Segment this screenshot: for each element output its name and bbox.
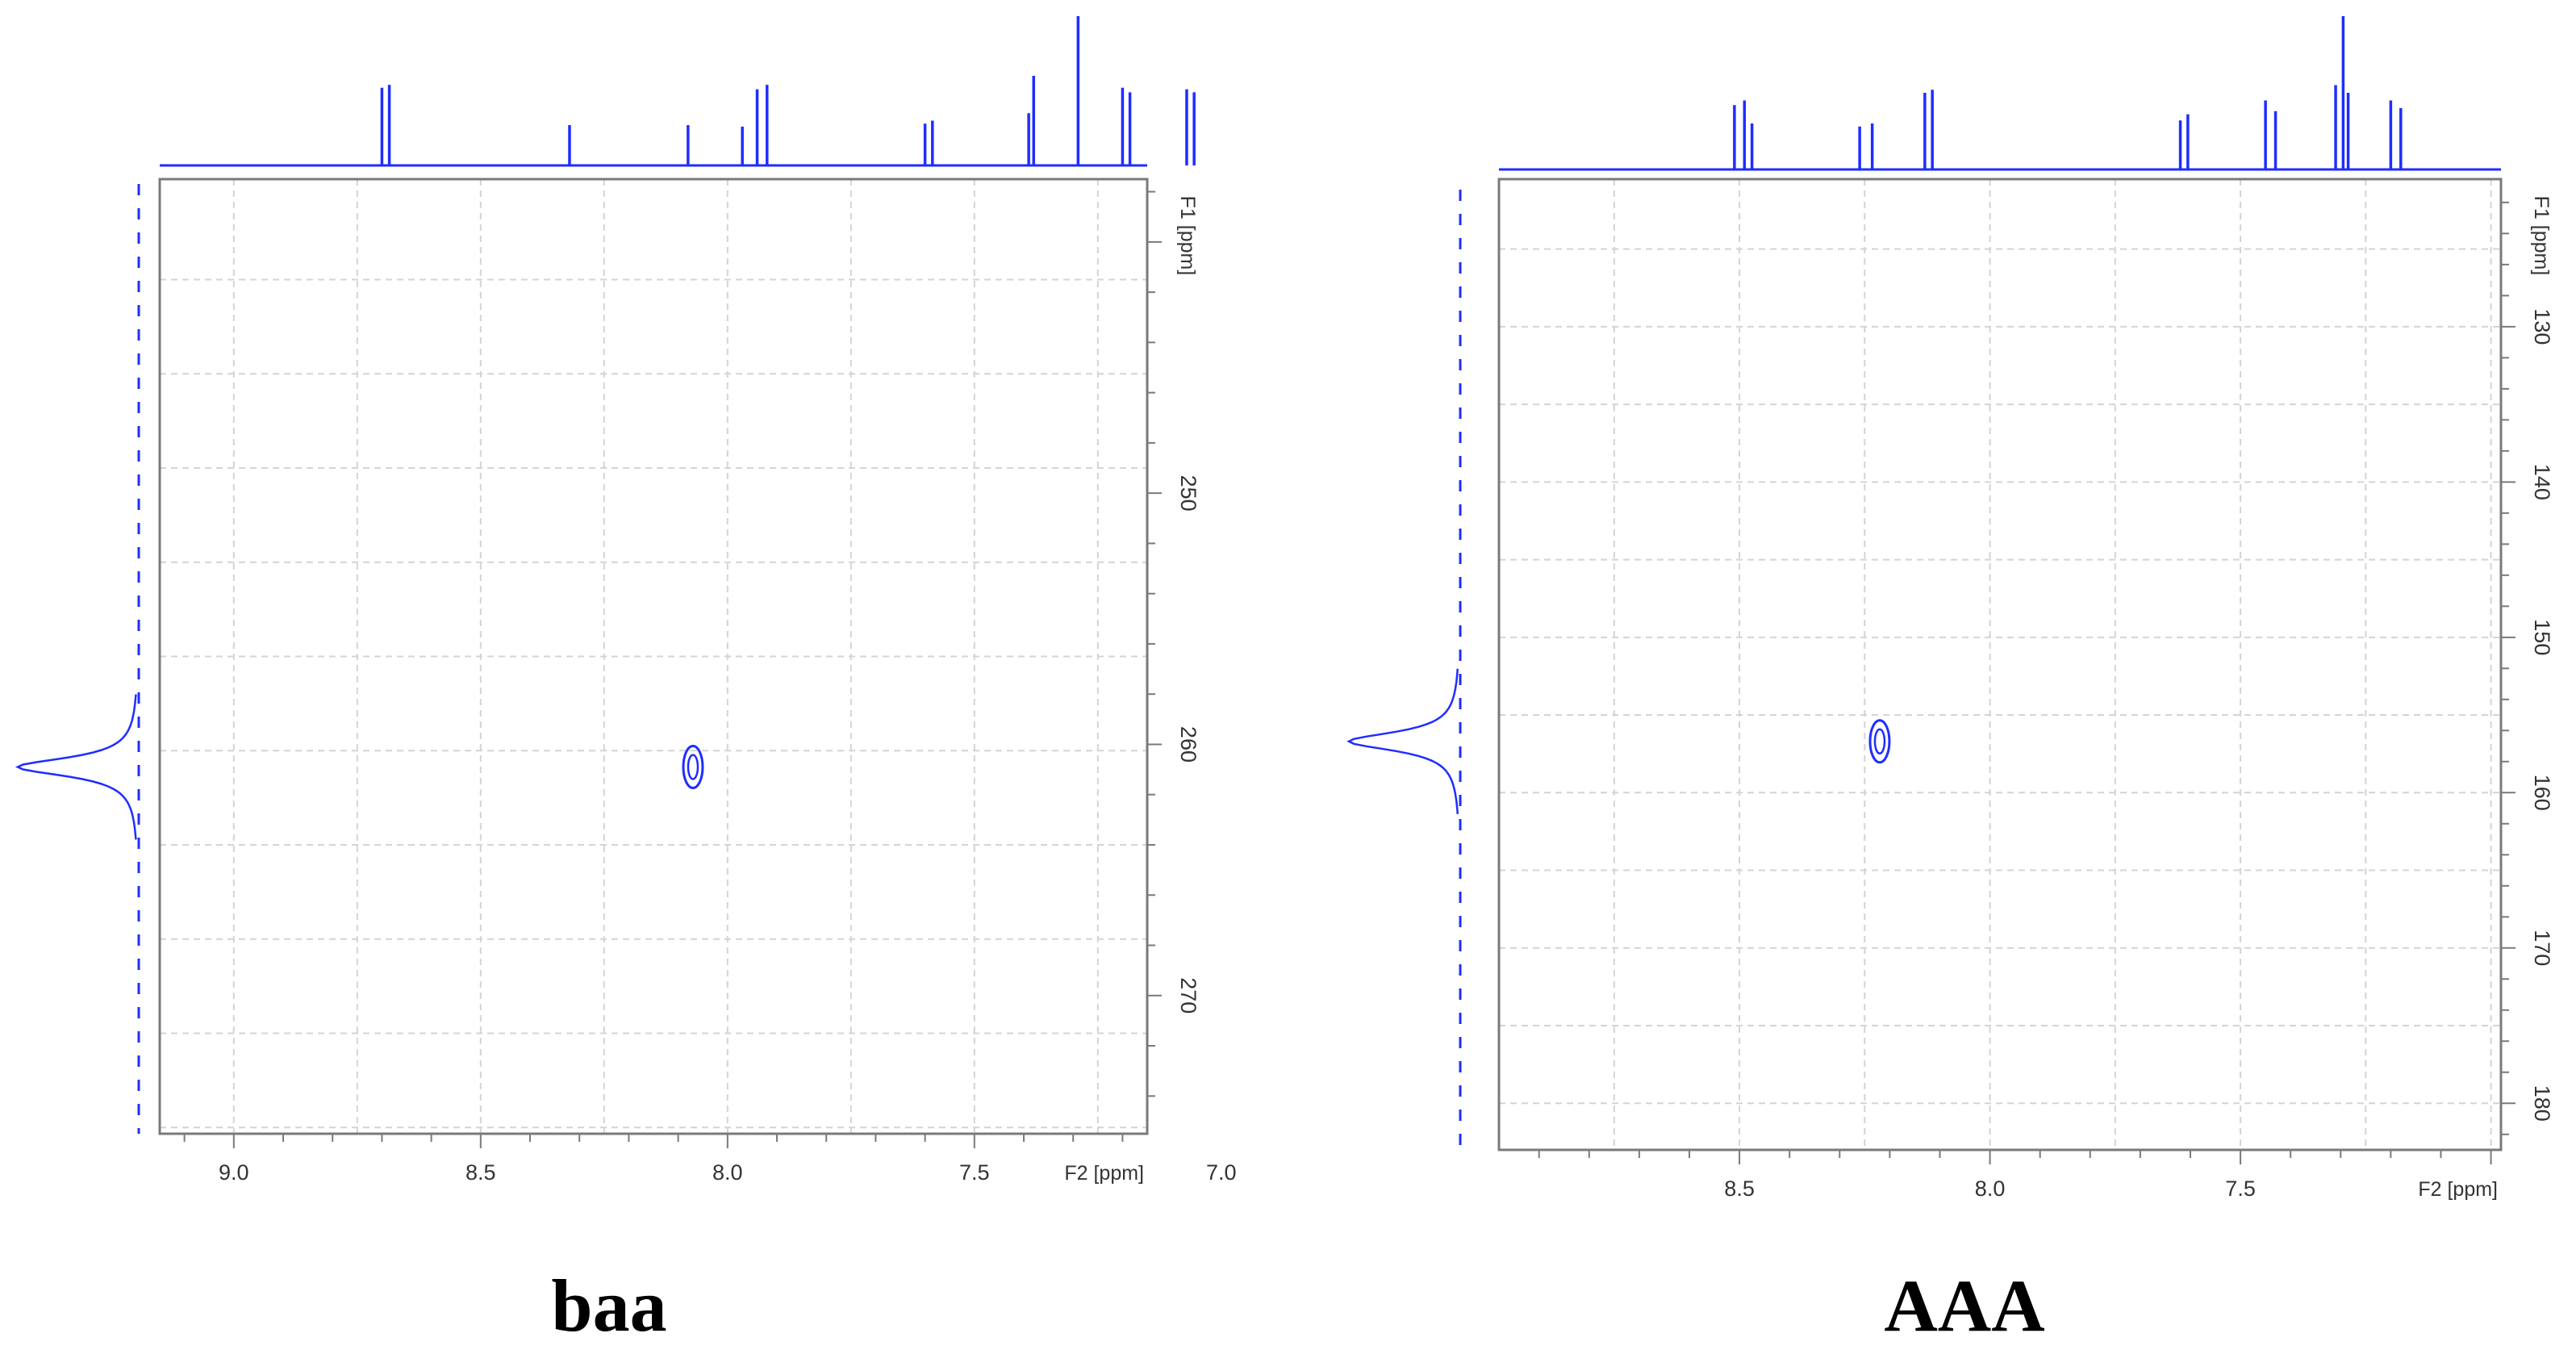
cross-peak	[1868, 719, 1891, 764]
x-tick-label: 8.5	[1724, 1177, 1755, 1201]
y-tick-label: 170	[2530, 930, 2554, 966]
y-tick-label: 140	[2530, 464, 2554, 500]
x-axis-label: F2 [ppm]	[1064, 1162, 1144, 1185]
cross-peak-inner	[1873, 728, 1886, 755]
plot-frame	[1497, 178, 2503, 1151]
y-tick-label: 160	[2530, 775, 2554, 811]
x-tick-label: 7.5	[2225, 1177, 2256, 1201]
x-axis-label: F2 [ppm]	[2418, 1178, 2498, 1201]
spectrum-panel-left: 9.0 8.5 8.0 7.5 7.0 F2 [ppm] 250 260 270 F1 [ppm]	[15, 16, 1237, 1185]
x-tick-label: 7.0	[1206, 1160, 1237, 1185]
cross-peak-inner	[687, 754, 699, 780]
y-tick-label: 270	[1176, 977, 1200, 1014]
side-projection-peak	[15, 694, 137, 840]
caption-right: AAA	[1884, 1264, 2045, 1347]
y-axis-label: F1 [ppm]	[2530, 196, 2553, 276]
plot-frame	[158, 178, 1149, 1135]
x-tick-label: 9.0	[219, 1160, 249, 1185]
y-tick-label: 260	[1176, 726, 1200, 763]
spectrum-panel-right: 8.5 8.0 7.5 F2 [ppm] 130 140 150 160 170 180 F1 [p…	[1346, 16, 2554, 1201]
x-tick-label: 8.0	[712, 1160, 743, 1185]
y-tick-label: 250	[1176, 475, 1200, 512]
cross-peak	[682, 744, 704, 789]
caption-left: baa	[551, 1264, 667, 1347]
y-axis-label: F1 [ppm]	[1176, 196, 1199, 276]
y-tick-label: 130	[2530, 308, 2554, 345]
x-tick-label: 8.0	[1975, 1177, 2006, 1201]
y-tick-label: 150	[2530, 619, 2554, 655]
side-projection-peak	[1346, 668, 1459, 814]
x-tick-label: 8.5	[466, 1160, 496, 1185]
x-tick-label: 7.5	[959, 1160, 990, 1185]
y-tick-label: 180	[2530, 1085, 2554, 1122]
